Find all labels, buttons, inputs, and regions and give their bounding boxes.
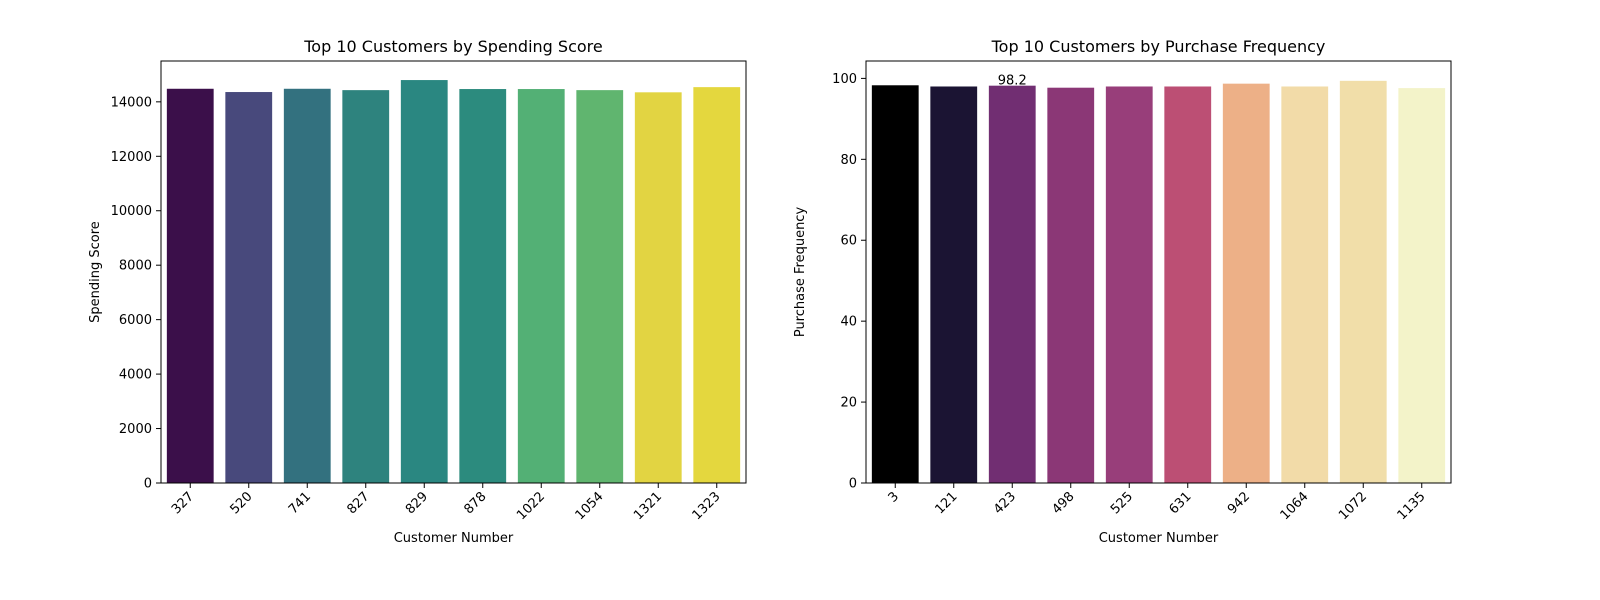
bar-1135 [1398,88,1446,484]
y-tick-label: 6000 [119,313,152,328]
bar-3 [871,85,919,483]
x-axis-label: Customer Number [1099,531,1219,546]
x-tick-label: 1323 [690,489,724,523]
x-tick-label: 525 [1108,489,1136,517]
y-axis-label: Purchase Frequency [793,207,808,338]
y-tick-label: 0 [849,477,857,492]
bar-1022 [517,89,565,483]
bar-327 [166,88,214,484]
chart-spending: 0 2000 4000 6000 8000 10000 12000 14000 327 520 74… [88,37,747,546]
plot-frame [865,60,1452,484]
y-tick-label: 8000 [119,259,152,274]
bar-1072 [1339,80,1387,483]
y-tick-label: 40 [840,315,857,330]
x-tick-label: 520 [227,489,255,517]
x-tick-label: 327 [169,489,197,517]
y-tick-label: 2000 [119,422,152,437]
bar-942 [1222,83,1270,483]
x-tick-label: 121 [932,489,960,517]
x-tick-label: 827 [344,489,372,517]
x-tick-label: 423 [991,489,1019,517]
bar-827 [342,90,390,483]
y-tick-label: 10000 [111,204,152,219]
x-axis-label: Customer Number [394,531,514,546]
bar-631 [1164,86,1212,484]
bar-829 [400,80,448,483]
bar-1064 [1281,86,1329,484]
x-tick-label: 1022 [514,489,548,523]
y-tick-label: 12000 [111,150,152,165]
x-tick-label: 498 [1049,489,1077,517]
bar-498 [1047,87,1095,483]
bar-525 [1105,86,1153,484]
bar-878 [459,89,507,483]
y-axis-label: Spending Score [88,221,103,323]
x-tick-label: 942 [1225,489,1253,517]
bar-1321 [634,92,682,483]
plot-frame [160,60,747,484]
x-tick-label: 1321 [631,489,665,523]
y-tick-label: 0 [144,477,152,492]
data-label: 98.2 [998,74,1027,89]
bar-1054 [576,90,624,483]
y-tick-label: 60 [840,234,857,249]
x-tick-label: 1054 [573,489,607,523]
x-tick-label: 1064 [1278,489,1312,523]
x-tick-label: 3 [886,489,902,505]
x-tick-label: 878 [461,489,489,517]
x-tick-label: 741 [286,489,314,517]
chart-title: Top 10 Customers by Spending Score [303,37,602,56]
y-tick-label: 14000 [111,95,152,110]
chart-frequency: 0 20 40 60 80 100 3 121 423 498 525 631 942 1064 1072 1… [793,37,1452,546]
bar-520 [225,92,273,483]
bar-121 [930,86,978,484]
x-tick-label: 1072 [1336,489,1370,523]
bar-423 [988,85,1036,484]
bar-1323 [693,87,741,483]
chart-title: Top 10 Customers by Purchase Frequency [991,37,1326,56]
x-tick-label: 829 [403,489,431,517]
x-tick-label: 631 [1166,489,1194,517]
y-tick-label: 4000 [119,368,152,383]
y-tick-label: 100 [832,72,857,87]
bar-741 [283,88,331,484]
x-tick-label: 1135 [1395,489,1429,523]
y-tick-label: 80 [840,153,857,168]
y-tick-label: 20 [840,396,857,411]
